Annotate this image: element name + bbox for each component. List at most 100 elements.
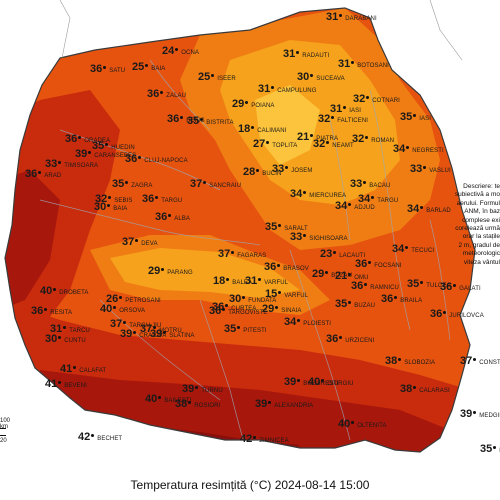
station-temperature: 31 [50,323,63,335]
station-label: 35 BUZAU [335,295,375,311]
station-temperature: 39 [284,376,297,388]
station-label: 25 BAIA [132,58,165,74]
station-temperature: 21 [297,131,310,143]
station-label: 42 BECHET [78,428,122,444]
station-name: BAIA [151,66,166,72]
station-label: 37 TARGU JIU [110,315,161,331]
station-label: 36 CLUJ-NAPOCA [125,150,188,166]
station-dot-icon [351,420,355,424]
station-label: 29 POIANA [232,95,275,111]
station-temperature: 33 [45,158,58,170]
station-temperature: 39 [182,383,195,395]
station-label: 21 OMU [335,267,369,283]
station-dot-icon [163,330,167,334]
station-temperature: 35 [480,443,493,455]
station-label: 39 TURNU [182,380,223,396]
station-temperature: 35 [92,140,105,152]
station-temperature: 35 [187,115,200,127]
station-temperature: 31 [326,11,339,23]
station-name: LACAUTI [339,253,366,259]
station-name: FALTICENI [337,118,369,124]
station-dot-icon [44,307,48,311]
station-dot-icon [325,270,329,274]
station-temperature: 18 [213,275,226,287]
station-name: SINAIA [281,308,302,314]
station-label: 41 BEVENI [45,375,87,391]
station-dot-icon [73,365,77,369]
station-label: 36 RESITA [31,302,72,318]
station-label: 21 PIATRA [297,128,338,144]
station-temperature: 36 [31,305,44,317]
station-label: 35 TULCEA [407,275,451,291]
station-temperature: 18 [238,123,251,135]
station-dot-icon [333,250,337,254]
station-temperature: 24 [162,45,175,57]
station-name: VARFUL [284,293,309,299]
station-label: 27 TOPLITA [253,135,297,151]
station-name: ADJUD [354,205,375,211]
station-name: SATU [109,68,126,74]
station-dot-icon [413,385,417,389]
station-label: 36 ZALAU [147,85,186,101]
station-temperature: 26 [106,293,119,305]
station-temperature: 36 [326,333,339,345]
station-temperature: 36 [440,281,453,293]
station-dot-icon [108,195,112,199]
station-temperature: 34 [392,243,405,255]
station-label: 38 SLOBOZIA [385,352,435,368]
station-name: CUNTU [64,338,86,344]
station-dot-icon [277,263,281,267]
station-name: TULCEA [426,283,451,289]
station-name: SIGHISOARA [309,236,348,242]
station-name: TARCU [69,328,90,334]
station-name: OLTENITA [357,423,387,429]
station-name: MIERCUREA [309,193,347,199]
station-temperature: 32 [95,193,108,205]
station-temperature: 31 [283,48,296,60]
description-line: aerului. Formul [456,199,500,207]
station-name: BOTOSANI [357,63,389,69]
station-dot-icon [348,300,352,304]
station-name: ORSOVA [119,308,146,314]
station-name: ALEXANDRIA [274,403,314,409]
station-temperature: 38 [385,355,398,367]
station-dot-icon [406,145,410,149]
station-name: BUCURESTI [303,381,339,387]
station-dot-icon [168,213,172,217]
station-label: 36 TARGU [142,190,182,206]
description-line: meteorologic [462,250,500,258]
description-line: subiectivă a mo [454,191,500,199]
station-label: 36 CURTEA [212,298,256,314]
station-name: SANCRAIU [209,183,242,189]
station-dot-icon [225,303,229,307]
station-temperature: 33 [290,231,303,243]
station-name: TARGU [377,198,399,204]
station-label: 40 OLTENITA [338,415,387,431]
station-label: 36 FOCSANI [355,255,402,271]
station-name: BARLAD [426,208,451,214]
station-label: 31 RADAUTI [283,45,329,61]
station-temperature: 36 [430,308,443,320]
station-label: 35 IASI [400,108,431,124]
station-name: NEAMT [332,143,354,149]
station-temperature: 36 [209,305,222,317]
station-temperature: 23 [320,248,333,260]
station-dot-icon [365,135,369,139]
station-label: 29 PARANG [148,262,193,278]
station-dot-icon [226,277,230,281]
station-temperature: 27 [253,138,266,150]
station-dot-icon [158,395,162,399]
station-name: BEIUS [186,118,205,124]
station-dot-icon [453,283,457,287]
station-label: 30 CUNTU [45,330,86,346]
station-label: 31 BOTOSANI [338,55,389,71]
station-label: 30 SUCEAVA [297,68,345,84]
station-label: 25 ISEER [198,68,236,84]
station-dot-icon [123,320,127,324]
station-temperature: 36 [212,301,225,313]
station-name: MEDGIDIA [479,413,500,419]
station-label: 30 BAIA [94,198,127,214]
description-box: Descriere: te subiectivă a mo aerului. F… [440,183,500,267]
station-temperature: 35 [400,111,413,123]
station-name: JOSEM [291,168,313,174]
